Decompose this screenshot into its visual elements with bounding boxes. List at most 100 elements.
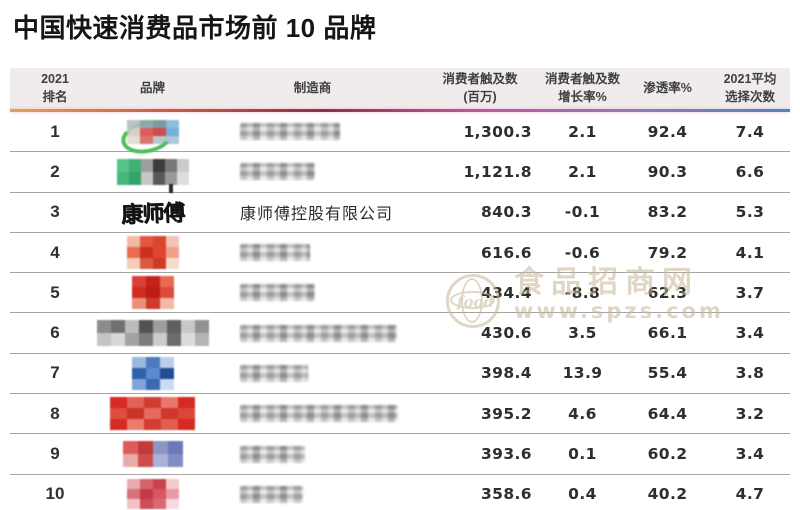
page-title: 中国快速消费品市场前 10 品牌 bbox=[13, 13, 377, 43]
table-row: 9 393.6 0.1 60.2 3.4 bbox=[10, 434, 790, 475]
penetration-value: 92.4 bbox=[647, 122, 688, 141]
redacted-brand-logo bbox=[126, 119, 179, 144]
penetration-value: 60.2 bbox=[647, 445, 688, 464]
table-body: 1 1,300.3 2.1 92.4 7.4 2 1,121.8 2.1 90.… bbox=[10, 112, 790, 510]
redacted-manufacturer-text bbox=[240, 445, 305, 463]
choice-value: 6.6 bbox=[735, 162, 765, 181]
table-row: 7 398.4 13.9 55.4 3.8 bbox=[10, 354, 790, 395]
reach-value: 1,121.8 bbox=[463, 162, 532, 181]
manufacturer-cell bbox=[205, 434, 420, 473]
ranking-table: 2021 排名 品牌 制造商 消费者触及数 (百万) 消费者触及数 增长率% 渗… bbox=[10, 68, 790, 510]
rank-value: 6 bbox=[50, 323, 60, 343]
penetration-value: 83.2 bbox=[647, 203, 688, 222]
redacted-manufacturer-text bbox=[240, 284, 315, 302]
choice-value: 4.7 bbox=[735, 485, 765, 504]
table-row: 3 康师傅 康师傅控股有限公司 840.3 -0.1 83.2 5.3 bbox=[10, 193, 790, 233]
manufacturer-cell bbox=[205, 112, 420, 151]
growth-value: 3.5 bbox=[568, 324, 597, 343]
table-header-row: 2021 排名 品牌 制造商 消费者触及数 (百万) 消费者触及数 增长率% 渗… bbox=[10, 68, 790, 109]
brand-logo bbox=[110, 397, 195, 431]
redacted-manufacturer-text bbox=[240, 163, 315, 181]
brand-logo bbox=[96, 320, 209, 347]
growth-value: -0.6 bbox=[564, 243, 601, 262]
redacted-manufacturer-text bbox=[240, 244, 310, 262]
choice-value: 3.8 bbox=[735, 364, 765, 383]
choice-value: 4.1 bbox=[735, 243, 765, 262]
header-divider-gradient bbox=[10, 109, 790, 112]
redacted-brand-logo bbox=[122, 441, 183, 468]
reach-value: 393.6 bbox=[480, 445, 532, 464]
choice-value: 7.4 bbox=[735, 122, 765, 141]
redacted-brand-logo bbox=[131, 276, 174, 310]
manufacturer-cell bbox=[205, 475, 420, 510]
manufacturer-cell: 康师傅控股有限公司 bbox=[205, 193, 420, 232]
growth-value: 2.1 bbox=[568, 162, 597, 181]
redacted-brand-logo bbox=[126, 236, 179, 270]
penetration-value: 40.2 bbox=[647, 485, 688, 504]
reach-value: 398.4 bbox=[480, 364, 532, 383]
reach-value: 430.6 bbox=[480, 324, 532, 343]
manufacturer-cell bbox=[205, 313, 420, 352]
reach-value: 395.2 bbox=[480, 404, 532, 423]
redacted-manufacturer-text bbox=[240, 485, 303, 503]
manufacturer-cell bbox=[205, 233, 420, 272]
reach-value: 358.6 bbox=[480, 485, 532, 504]
header-reach: 消费者触及数 (百万) bbox=[442, 72, 518, 104]
table-row: 6 430.6 3.5 66.1 3.4 bbox=[10, 313, 790, 354]
growth-value: -0.1 bbox=[564, 203, 601, 222]
choice-value: 3.4 bbox=[735, 324, 765, 343]
header-choice: 2021平均 选择次数 bbox=[723, 72, 777, 104]
growth-value: -8.8 bbox=[564, 283, 601, 302]
rank-value: 4 bbox=[50, 242, 60, 262]
brand-logo bbox=[131, 356, 174, 390]
brand-logo bbox=[116, 158, 189, 193]
table-row: 5 434.4 -8.8 62.3 3.7 bbox=[10, 273, 790, 314]
manufacturer-cell bbox=[205, 354, 420, 393]
header-brand: 品牌 bbox=[139, 80, 165, 95]
header-manufacturer: 制造商 bbox=[293, 80, 332, 95]
rank-value: 7 bbox=[50, 363, 60, 383]
penetration-value: 62.3 bbox=[647, 283, 688, 302]
choice-value: 3.7 bbox=[735, 283, 765, 302]
redacted-brand-logo bbox=[96, 320, 209, 347]
choice-value: 3.4 bbox=[735, 445, 765, 464]
rank-value: 9 bbox=[50, 444, 60, 464]
header-rank: 2021 排名 bbox=[41, 72, 69, 104]
penetration-value: 55.4 bbox=[647, 364, 688, 383]
rank-value: 10 bbox=[45, 484, 65, 504]
manufacturer-cell bbox=[205, 273, 420, 312]
growth-value: 4.6 bbox=[568, 404, 597, 423]
table-row: 8 395.2 4.6 64.4 3.2 bbox=[10, 394, 790, 435]
penetration-value: 64.4 bbox=[647, 404, 688, 423]
rank-value: 2 bbox=[50, 161, 60, 181]
growth-value: 0.4 bbox=[568, 485, 597, 504]
manufacturer-cell bbox=[205, 152, 420, 191]
redacted-manufacturer-text bbox=[240, 364, 308, 382]
rank-value: 8 bbox=[50, 403, 60, 423]
growth-value: 13.9 bbox=[562, 364, 603, 383]
header-growth: 消费者触及数 增长率% bbox=[544, 72, 620, 104]
redacted-manufacturer-text bbox=[240, 324, 397, 342]
rank-value: 1 bbox=[50, 121, 60, 141]
brand-logo bbox=[122, 441, 183, 468]
penetration-value: 90.3 bbox=[647, 162, 688, 181]
reach-value: 434.4 bbox=[480, 283, 532, 302]
brand-logo bbox=[117, 115, 179, 158]
brand-logo bbox=[131, 276, 174, 310]
table-row: 1 1,300.3 2.1 92.4 7.4 bbox=[10, 112, 790, 158]
brand-logo bbox=[126, 479, 179, 510]
reach-value: 1,300.3 bbox=[463, 122, 532, 141]
redacted-brand-logo bbox=[131, 356, 174, 390]
choice-value: 5.3 bbox=[735, 203, 765, 222]
choice-value: 3.2 bbox=[735, 404, 765, 423]
table-row: 2 1,121.8 2.1 90.3 6.6 bbox=[10, 152, 790, 193]
reach-value: 616.6 bbox=[480, 243, 532, 262]
redacted-brand-logo bbox=[126, 479, 179, 510]
growth-value: 2.1 bbox=[568, 122, 597, 141]
penetration-value: 66.1 bbox=[647, 324, 688, 343]
brand-logo: 康师傅 bbox=[121, 196, 185, 228]
redacted-brand-logo bbox=[110, 397, 195, 431]
rank-value: 3 bbox=[50, 202, 60, 222]
redacted-brand-logo bbox=[116, 158, 189, 185]
